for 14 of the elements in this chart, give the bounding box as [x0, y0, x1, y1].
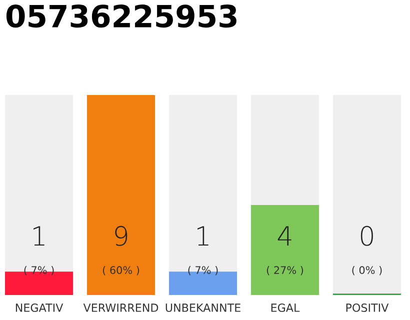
- annotation: 1: [198, 226, 208, 246]
- data-label: ( 0% ): [352, 266, 382, 276]
- x-tick-label: POSITIV: [346, 304, 389, 312]
- x-tick-label: VERWIRREND: [83, 304, 158, 312]
- chart-title: 05736225953: [6, 4, 236, 28]
- annotation: 9: [115, 226, 128, 246]
- annotation: 4: [278, 226, 292, 246]
- annotation: 1: [34, 226, 44, 246]
- x-tick-label: NEGATIV: [16, 304, 64, 312]
- x-tick-label: UNBEKANNTE: [166, 304, 240, 312]
- x-tick-label: EGAL: [271, 304, 300, 312]
- data-label: ( 27% ): [266, 266, 304, 276]
- data-label: ( 60% ): [102, 266, 140, 276]
- annotation: 0: [360, 226, 373, 246]
